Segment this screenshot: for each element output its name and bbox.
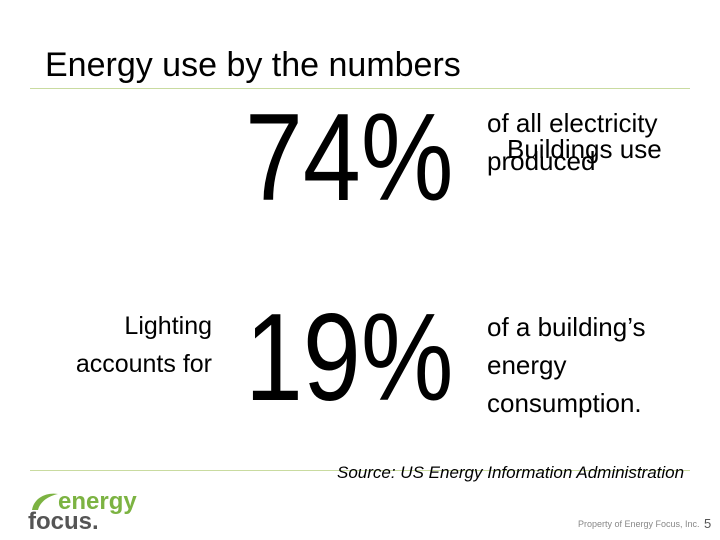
- divider: [30, 470, 690, 471]
- slide-title: Energy use by the numbers: [45, 46, 461, 84]
- logo-leaf: [32, 493, 58, 510]
- figure-text: of a building’s energy consumption.: [487, 312, 646, 418]
- source: Source: US Energy Information Administra…: [337, 463, 685, 482]
- lead-text: Lighting accounts for: [75, 312, 212, 378]
- divider: [30, 88, 690, 89]
- figure-text: of all electricity produced: [487, 108, 658, 176]
- logo-text: focus.: [28, 508, 99, 535]
- logo-text: energy: [58, 488, 137, 515]
- big-figure: 19%: [245, 289, 454, 427]
- logo-swoosh: [32, 493, 58, 510]
- page-number: 5: [704, 516, 712, 531]
- property-note: Property of Energy Focus, Inc.: [578, 519, 700, 529]
- big-figure: 74%: [245, 89, 454, 227]
- overlay-text: Buildings use: [507, 134, 662, 164]
